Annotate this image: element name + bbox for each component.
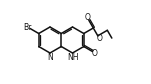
Text: O: O <box>84 13 90 22</box>
Text: O: O <box>92 48 98 58</box>
Text: N: N <box>47 53 53 62</box>
Text: NH: NH <box>67 53 78 62</box>
Text: O: O <box>97 34 103 43</box>
Text: Br: Br <box>23 23 32 32</box>
